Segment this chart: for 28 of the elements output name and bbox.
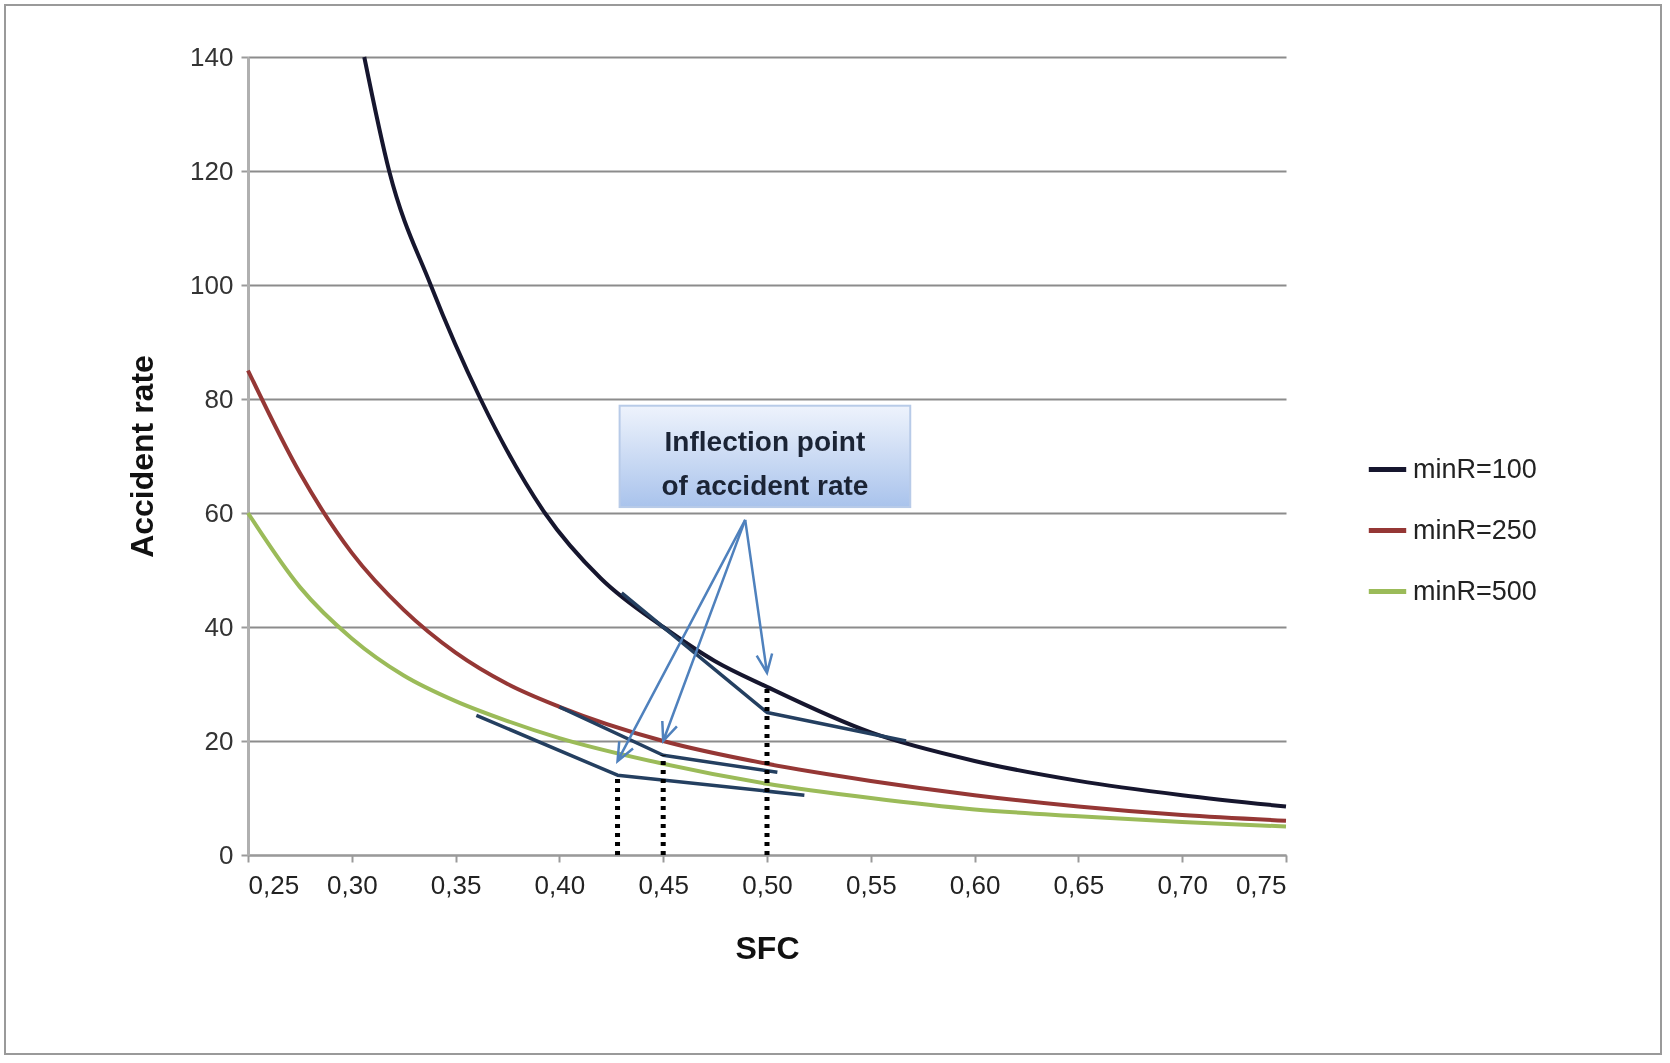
y-tick-label: 60 <box>204 497 234 528</box>
line-series <box>246 368 1288 823</box>
x-tick-label: 0,25 <box>248 869 300 900</box>
x-tick-label: 0,55 <box>846 869 897 900</box>
x-tick-label: 0,50 <box>742 869 793 900</box>
x-tick-label: 0,60 <box>949 869 1001 900</box>
x-tick-label: 0,65 <box>1053 869 1105 900</box>
x-tick-label: 0,35 <box>430 869 482 900</box>
line-series <box>246 511 1288 829</box>
y-tick-label: 140 <box>190 41 234 72</box>
x-tick-label: 0,30 <box>327 869 378 900</box>
x-tick-label: 0,40 <box>534 869 586 900</box>
legend-label: minR=500 <box>1413 575 1537 606</box>
y-tick-label: 80 <box>204 383 234 414</box>
y-tick-label: 120 <box>190 155 234 186</box>
legend-label: minR=100 <box>1413 453 1537 484</box>
x-axis-title: SFC <box>735 929 800 966</box>
y-tick-label: 0 <box>219 839 234 870</box>
annotation: Inflection point of accident rate <box>661 425 869 501</box>
x-tick-label: 0,70 <box>1157 869 1208 900</box>
y-tick-label: 40 <box>204 611 234 642</box>
x-tick-label: 0,45 <box>638 869 689 900</box>
line-series <box>362 55 1288 809</box>
y-tick-label: 100 <box>190 269 234 300</box>
legend-label: minR=250 <box>1413 514 1537 545</box>
y-tick-label: 20 <box>204 725 234 756</box>
y-axis-title: Accident rate <box>124 355 161 558</box>
x-tick-label: 0,75 <box>1235 869 1287 900</box>
